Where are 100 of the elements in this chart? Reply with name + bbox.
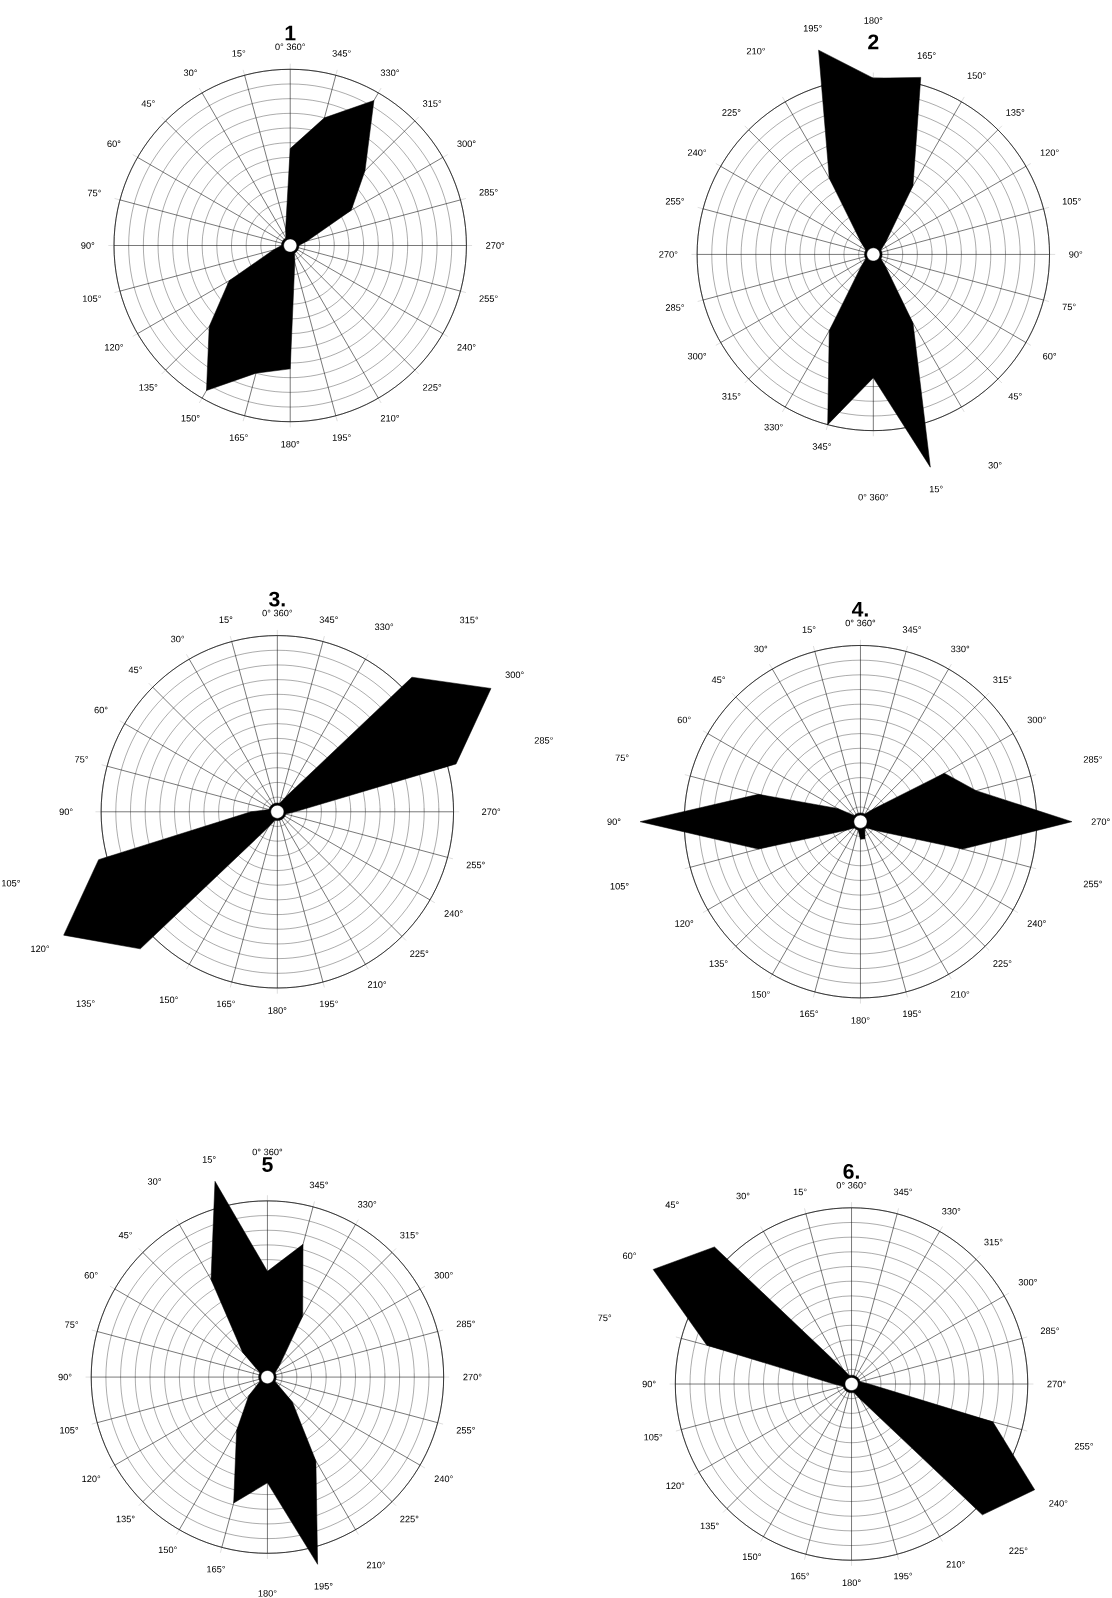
spoke-label: 210° (367, 1561, 386, 1569)
spoke-label: 285° (479, 189, 498, 196)
spoke-label: 0° 360° (252, 1148, 283, 1156)
spoke-label: 150° (743, 1553, 762, 1561)
text: 2 (868, 34, 879, 50)
spoke-label: 195° (903, 1010, 922, 1018)
spoke-label: 75° (65, 1321, 79, 1328)
spoke-label: 225° (423, 384, 442, 391)
spoke-label: 165° (207, 1565, 226, 1573)
spoke-label: 30° (754, 645, 768, 653)
spoke-label: 195° (894, 1572, 913, 1580)
spoke-label: 105° (2, 879, 21, 887)
spoke-label: 45° (141, 100, 155, 107)
spoke-label: 135° (139, 384, 158, 391)
spoke-label: 0° 360° (262, 609, 293, 617)
spoke-label: 150° (967, 72, 986, 79)
spoke-label: 165° (217, 1000, 236, 1008)
spoke-label: 30° (988, 462, 1002, 469)
spoke-label: 60° (94, 706, 108, 714)
spoke-label: 0° 360° (836, 1182, 867, 1189)
spoke-label: 240° (457, 344, 476, 351)
spoke-label: 60° (107, 140, 121, 147)
spoke-label: 45° (711, 676, 726, 684)
spoke-label: 345° (332, 50, 351, 57)
spoke-label: 225° (722, 109, 741, 116)
spoke-label: 330° (358, 1201, 377, 1208)
spoke-label: 135° (709, 960, 728, 967)
chart-title: 5 (262, 1157, 273, 1172)
spoke-label: 345° (309, 1181, 329, 1189)
spoke-label: 75° (615, 754, 629, 762)
spoke-label: 240° (434, 1475, 453, 1483)
spoke-label: 30° (736, 1192, 750, 1200)
spoke-label: 105° (644, 1433, 663, 1441)
spoke-label: 315° (423, 100, 442, 107)
spoke-label: 330° (942, 1208, 961, 1215)
spoke-label: 15° (203, 1156, 216, 1163)
spoke-label: 165° (917, 52, 936, 59)
spoke-label: 0° 360° (275, 43, 306, 51)
spoke-label: 300° (505, 671, 524, 679)
spoke-label: 90° (1069, 251, 1083, 258)
spoke-label: 225° (400, 1515, 419, 1523)
spoke-label: 300° (1027, 716, 1046, 724)
spoke-label: 120° (105, 344, 124, 351)
spoke-label: 270° (1047, 1380, 1066, 1388)
spoke-label: 240° (444, 910, 463, 917)
spoke-label: 15° (232, 50, 246, 57)
spoke-label: 270° (463, 1373, 482, 1381)
spoke-label: 330° (764, 423, 783, 431)
spoke-label: 120° (666, 1482, 685, 1490)
spoke-label: 180° (864, 17, 883, 24)
spoke-label: 0° 360° (858, 493, 889, 501)
spoke-label: 45° (118, 1231, 133, 1239)
chart-title: 3. (269, 591, 285, 607)
spoke-label: 285° (1083, 756, 1103, 763)
spoke-label: 315° (993, 676, 1012, 684)
spoke-label: 270° (486, 242, 505, 249)
chart-title: 4. (852, 601, 869, 617)
spoke-label: 315° (400, 1231, 419, 1239)
spoke-label: 105° (1063, 198, 1081, 205)
spoke-label: 120° (675, 920, 694, 927)
spoke-label: 195° (333, 434, 351, 441)
spoke-label: 345° (812, 443, 832, 450)
spoke-label: 105° (610, 882, 629, 890)
spoke-label: 120° (82, 1475, 101, 1483)
spoke-label: 180° (281, 440, 300, 448)
spoke-label: 30° (148, 1178, 162, 1185)
spoke-label: 15° (930, 485, 943, 493)
spoke-label: 60° (84, 1272, 98, 1279)
spoke-label: 165° (230, 434, 248, 441)
spoke-label: 90° (59, 808, 73, 816)
spoke-label: 285° (1041, 1327, 1060, 1335)
spoke-label: 90° (642, 1380, 656, 1388)
spoke-label: 15° (219, 616, 233, 623)
spoke-label: 0° 360° (845, 619, 876, 627)
spoke-label: 180° (842, 1579, 861, 1586)
spoke-label: 210° (946, 1561, 965, 1568)
spoke-label: 30° (184, 69, 198, 77)
spoke-label: 210° (381, 414, 400, 422)
spoke-label: 195° (314, 1582, 333, 1590)
chart-title: 6. (843, 1163, 860, 1179)
spoke-label: 60° (677, 716, 691, 724)
spoke-label: 180° (268, 1007, 287, 1014)
spoke-label: 255° (666, 198, 685, 205)
spoke-label: 345° (894, 1188, 913, 1196)
spoke-label: 255° (479, 295, 498, 302)
spoke-label: 135° (1006, 109, 1025, 116)
spoke-label: 15° (794, 1188, 807, 1196)
spoke-label: 330° (375, 623, 394, 631)
spoke-label: 195° (320, 1000, 339, 1008)
spoke-label: 120° (1040, 149, 1059, 156)
spoke-label: 135° (76, 1000, 95, 1007)
spoke-label: 315° (722, 393, 741, 400)
spoke-label: 150° (181, 414, 200, 422)
spoke-label: 225° (1009, 1547, 1028, 1555)
spoke-label: 90° (81, 242, 95, 249)
spoke-label: 165° (800, 1010, 819, 1018)
spoke-label: 45° (665, 1201, 679, 1208)
spoke-label: 240° (1049, 1500, 1068, 1507)
spoke-label: 285° (534, 737, 554, 744)
spoke-label: 300° (457, 140, 476, 147)
